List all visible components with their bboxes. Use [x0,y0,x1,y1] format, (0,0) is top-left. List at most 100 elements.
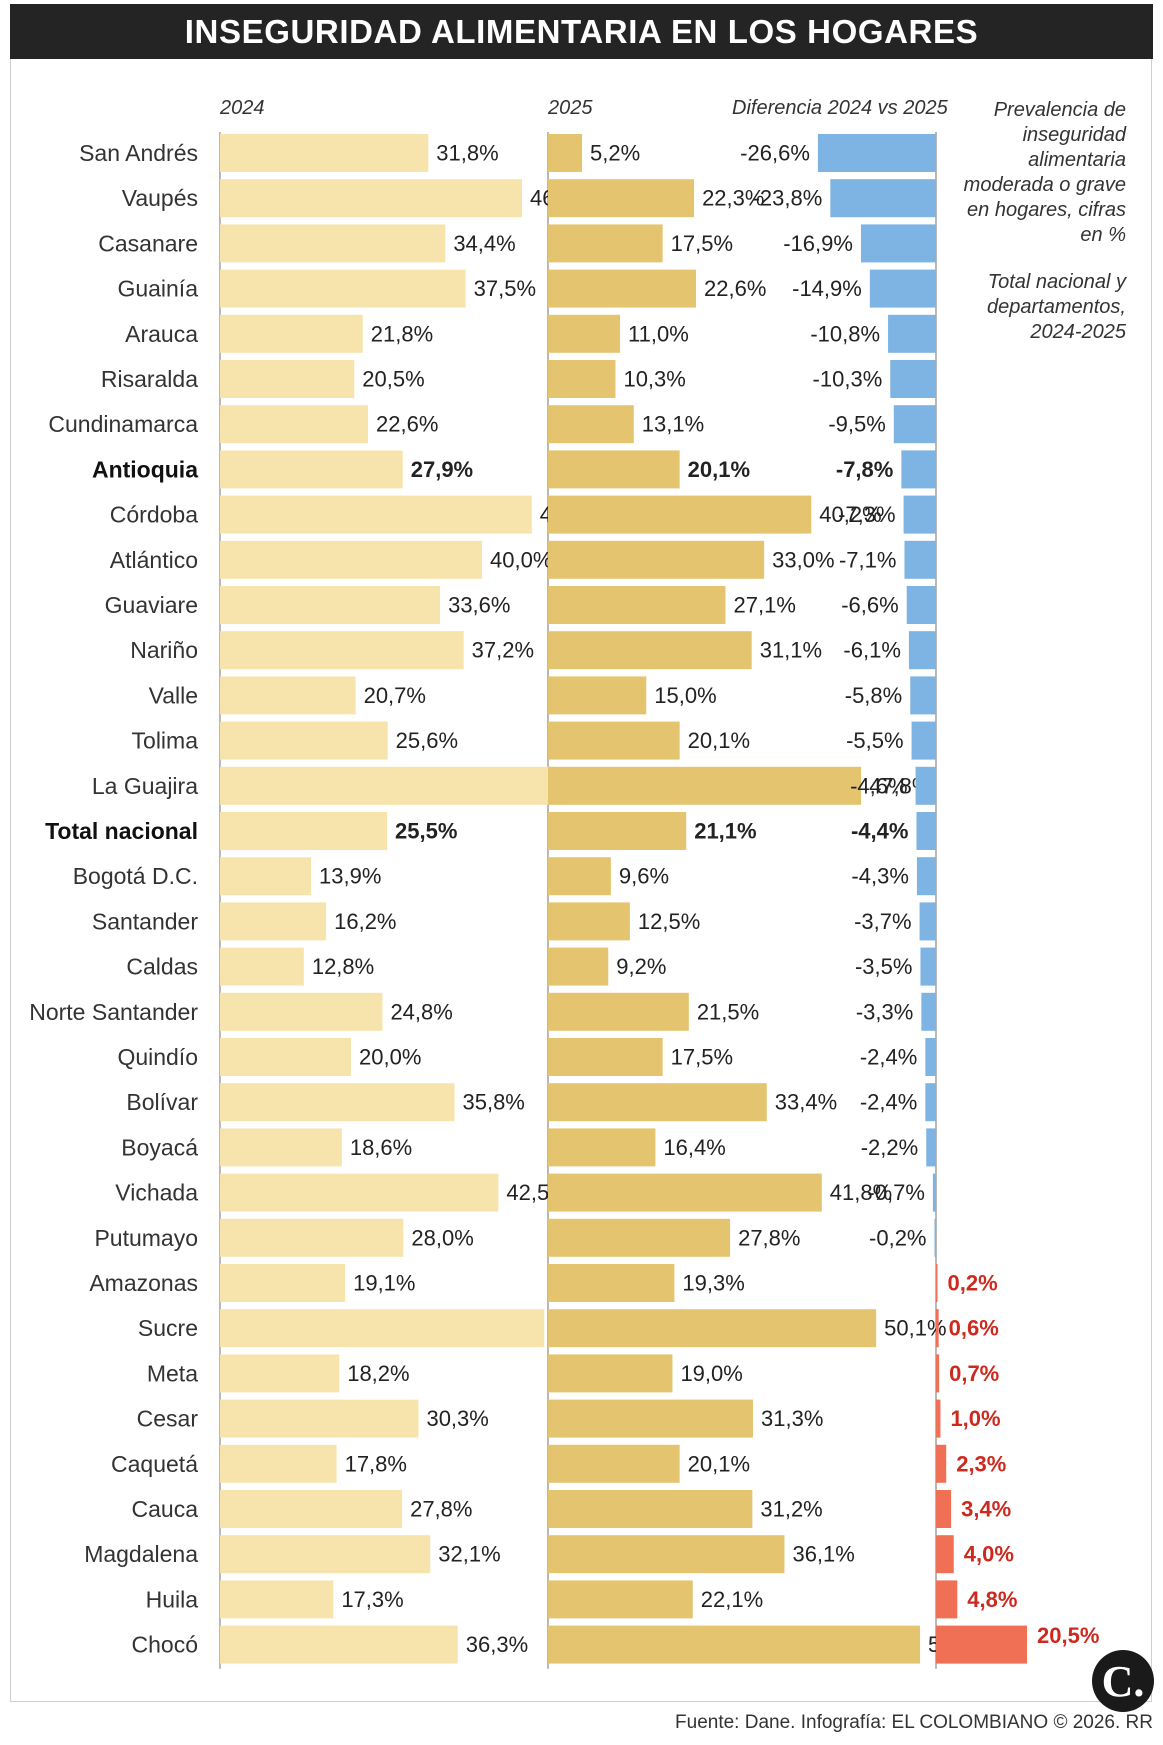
value-label-2024: 37,2% [472,638,534,663]
value-label-difference: -4,3% [851,864,908,889]
bar-2024 [220,1038,351,1076]
bar-difference [926,1128,936,1167]
bar-2024 [220,676,356,715]
value-label-2025: 20,1% [688,1451,750,1476]
category-label: Atlántico [110,547,198,573]
bar-difference [921,992,936,1031]
value-label-difference: -3,3% [856,999,913,1024]
bar-2025 [548,495,812,534]
value-label-difference: 1,0% [950,1406,1000,1431]
bar-2024 [220,360,355,398]
value-label-2025: 21,5% [697,999,759,1024]
category-label: Vaupés [122,185,198,211]
bar-2025 [548,1444,680,1483]
value-label-2025: 19,0% [680,1361,742,1386]
bar-2024 [220,495,532,534]
value-label-difference: -2,4% [860,1090,917,1115]
bar-2025 [548,1264,675,1302]
bar-2025 [548,1173,822,1212]
value-label-difference: -16,9% [783,231,853,256]
bar-2024 [220,992,383,1031]
value-label-difference: -10,8% [810,321,880,346]
table-row: Bolívar 35,8% 33,4% -2,4% [126,1083,936,1122]
bar-2025 [548,1128,656,1167]
value-label-2024: 22,6% [376,412,438,437]
el-colombiano-logo: C. [1092,1650,1154,1712]
category-label: Amazonas [89,1270,198,1296]
value-label-2025: 9,6% [619,864,669,889]
category-label: Casanare [98,230,198,256]
category-label: Quindío [117,1044,198,1070]
value-label-2025: 22,3% [702,186,764,211]
bar-2024 [220,766,564,805]
table-row: Vichada 42,5% 41,8%-0,7% [115,1173,936,1212]
table-row: Putumayo 28,0% 27,8% -0,2% [94,1218,936,1257]
category-label: Córdoba [110,502,198,528]
value-label-2025: 11,0% [628,321,689,346]
bar-difference [934,1218,936,1257]
bar-2025 [548,947,609,986]
value-label-difference: -2,4% [860,1045,917,1070]
bar-difference [936,1309,939,1348]
value-label-2025: 31,3% [761,1406,823,1431]
category-label: Magdalena [84,1541,198,1567]
category-label: San Andrés [79,140,198,166]
value-label-difference: -6,6% [841,593,898,618]
bar-2024 [220,179,522,218]
value-label-2025: 21,1% [694,819,756,844]
bar-difference [936,1399,941,1438]
value-label-2025: 10,3% [623,367,685,392]
bar-2025 [548,1535,785,1574]
bar-2025 [548,540,765,579]
bar-difference [904,540,936,579]
value-label-2025: 31,1% [760,638,822,663]
value-label-2024: 30,3% [426,1406,488,1431]
table-row: Norte Santander 24,8% 21,5% -3,3% [29,992,936,1031]
bar-2024 [220,857,312,896]
bar-2024 [220,1218,404,1257]
chart-rows: San Andrés 31,8% 5,2% -26,6% Vaupés46,1%22,3… [29,134,1099,1664]
value-label-2024: 28,0% [411,1225,473,1250]
bar-2024 [220,1580,334,1619]
value-label-2025: 16,4% [663,1135,725,1160]
category-label: Bogotá D.C. [73,863,198,889]
description-measure: Prevalencia de inseguridad alimentaria m… [963,99,1126,246]
bar-difference [908,631,936,670]
value-label-difference: -0,7% [867,1180,924,1205]
bar-2025 [548,1309,877,1348]
bar-2025 [548,721,680,760]
table-row: Total nacional 25,5% 21,1% -4,4% [45,812,936,850]
category-label: Antioquia [92,456,198,482]
value-label-2025: 41,8% [830,1180,892,1205]
value-label-2024: 33,6% [448,593,510,618]
bar-difference [936,1535,954,1574]
value-label-difference: -7,3% [838,502,895,527]
bar-difference [920,947,936,986]
table-row: Antioquia 27,9% 20,1% -7,8% [92,450,936,489]
value-label-2024: 25,6% [396,728,458,753]
value-label-difference: 0,7% [949,1361,999,1386]
value-label-difference: -9,5% [828,412,885,437]
value-label-2024: 35,8% [462,1090,524,1115]
table-row: Tolima 25,6% 20,1% -5,5% [132,721,936,760]
bar-2025 [548,1490,753,1528]
column-header-2024: 2024 [220,97,265,119]
value-label-2024: 27,9% [411,457,473,482]
source-credit: Fuente: Dane. Infografía: EL COLOMBIANO … [675,1712,1153,1733]
table-row: Cundinamarca 22,6% 13,1% -9,5% [48,405,936,444]
value-label-2025: 17,5% [671,231,733,256]
value-label-2025: 22,6% [704,276,766,301]
value-label-2024: 37,5% [474,276,536,301]
bar-2025 [548,1580,693,1619]
value-label-2025: 17,5% [671,1045,733,1070]
table-row: Risaralda 20,5% 10,3% -10,3% [101,360,936,398]
value-label-difference: 2,3% [956,1451,1006,1476]
value-label-2025: 12,5% [638,909,700,934]
value-label-2025: 27,1% [734,593,796,618]
table-row: Valle 20,7% 15,0% -5,8% [149,676,936,715]
value-label-2025: 13,1% [642,412,704,437]
category-label: Nariño [130,637,198,663]
table-row: Guainía 37,5% 22,6% -14,9% [117,269,936,308]
bar-difference [936,1490,952,1528]
value-label-2025: 19,3% [682,1271,744,1296]
